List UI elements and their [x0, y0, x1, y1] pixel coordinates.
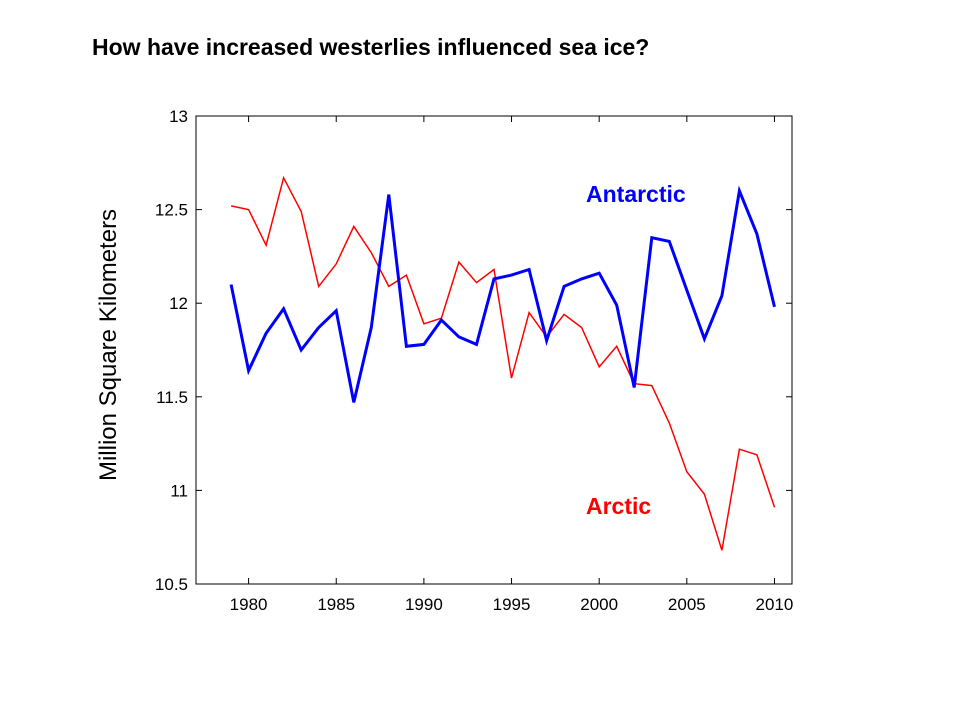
x-tick-label: 2005 — [668, 595, 706, 614]
x-tick-label: 1980 — [230, 595, 268, 614]
series-lines — [229, 175, 776, 551]
x-tick-label: 1990 — [405, 595, 443, 614]
series-label-arctic: Arctic — [586, 493, 651, 519]
x-tick-label: 2010 — [756, 595, 794, 614]
axis-ticks: 1980 1985 1990 1995 2000 2005 2010 10.5 11 11.5 12… — [155, 107, 793, 614]
y-tick-label: 13 — [169, 107, 188, 126]
x-tick-label: 2000 — [580, 595, 618, 614]
chart-title: How have increased westerlies influenced… — [92, 34, 650, 60]
y-tick-label: 12 — [169, 294, 188, 313]
plot-frame — [195, 115, 793, 585]
series-line-antarctic — [229, 185, 776, 403]
x-tick-label: 1995 — [493, 595, 531, 614]
series-label-antarctic: Antarctic — [586, 181, 686, 207]
y-tick-label: 10.5 — [155, 575, 188, 594]
y-axis-label: Million Square Kilometers — [95, 209, 122, 481]
series-line-arctic — [230, 175, 776, 551]
y-tick-label: 11 — [170, 481, 188, 500]
x-tick-label: 1985 — [317, 595, 355, 614]
y-tick-label: 11.5 — [156, 388, 188, 407]
y-tick-label: 12.5 — [155, 201, 188, 220]
